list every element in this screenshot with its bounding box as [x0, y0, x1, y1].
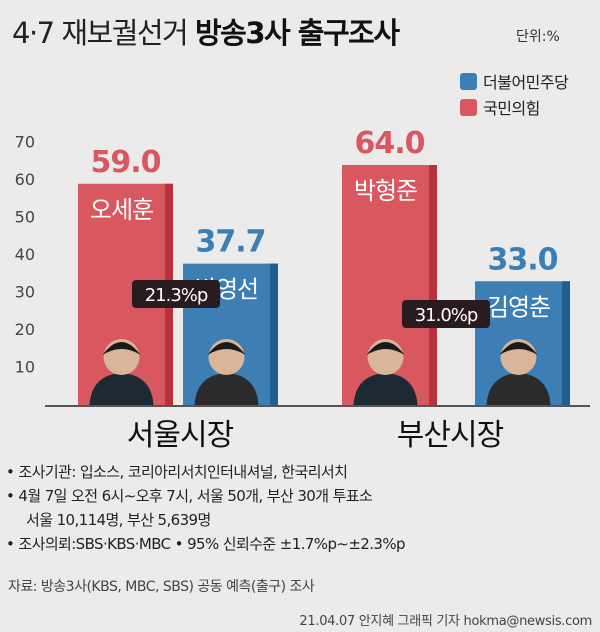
bar-value-label: 64.0	[354, 126, 424, 161]
bar-shade	[562, 281, 570, 405]
note-line-4: • 조사의뢰:SBS·KBS·MBC • 95% 신뢰수준 ±1.7%p∼±2.…	[6, 535, 406, 553]
region-label-seoul: 서울시장	[126, 418, 234, 453]
y-tick-label: 40	[15, 245, 35, 264]
y-tick-label: 70	[15, 133, 35, 152]
candidate-photo-hair	[366, 342, 405, 355]
candidate-photo-hair	[102, 342, 141, 355]
gap-badge	[132, 280, 220, 308]
legend: 더불어민주당 국민의힘	[460, 68, 569, 120]
gap-badge	[402, 300, 490, 328]
candidate-photo-body	[486, 373, 551, 405]
candidate-photo-hair	[207, 342, 246, 355]
legend-swatch-democratic	[460, 72, 477, 90]
legend-label-ppp: 국민의힘	[483, 99, 540, 118]
bar-shade	[429, 165, 437, 405]
candidate-name: 오세훈	[90, 196, 153, 224]
region-label-busan: 부산시장	[396, 418, 504, 453]
source-note: 자료: 방송3사(KBS, MBC, SBS) 공동 예측(출구) 조사	[8, 579, 315, 595]
bar-value-label: 33.0	[487, 242, 557, 277]
credit-line: 21.04.07 안지혜 그래픽 기자 hokma@newsis.com	[299, 614, 592, 629]
chart-area: 1020304050607059.0오세훈37.7박영선21.3%p64.0박형…	[15, 126, 590, 407]
legend-item-democratic: 더불어민주당	[460, 68, 569, 94]
x-axis-baseline	[45, 405, 590, 407]
y-tick-label: 30	[15, 283, 35, 302]
y-tick-label: 20	[15, 320, 35, 339]
bar-value-label: 59.0	[90, 145, 160, 180]
y-tick-label: 10	[15, 358, 35, 377]
notes: • 조사기관: 입소스, 코리아리서치인터내셔널, 한국리서치 • 4월 7일 …	[6, 460, 406, 556]
legend-swatch-ppp	[460, 98, 477, 116]
unit-label: 단위:%	[516, 29, 560, 45]
candidate-photo-body	[194, 373, 259, 405]
note-line-2: • 4월 7일 오전 6시∼오후 7시, 서울 50개, 부산 30개 투표소	[6, 487, 373, 505]
gap-badge-label: 31.0%p	[415, 305, 478, 326]
chart-title: 4·7 재보궐선거 방송3사 출구조사	[12, 10, 400, 52]
candidate-photo-body	[89, 373, 154, 405]
y-tick-label: 60	[15, 170, 35, 189]
candidate-name: 김영춘	[487, 293, 550, 321]
bar-shade	[270, 263, 278, 405]
bar-value-label: 37.7	[195, 225, 265, 260]
candidate-photo-body	[353, 373, 418, 405]
gap-badge-label: 21.3%p	[145, 285, 208, 306]
note-line-1: • 조사기관: 입소스, 코리아리서치인터내셔널, 한국리서치	[6, 463, 348, 481]
title-part2: 방송3사 출구조사	[194, 16, 400, 50]
candidate-photo-hair	[499, 342, 538, 355]
y-tick-label: 50	[15, 208, 35, 227]
title-part1: 4·7 재보궐선거	[12, 16, 189, 50]
legend-item-ppp: 국민의힘	[460, 94, 568, 120]
note-line-3: 서울 10,114명, 부산 5,639명	[26, 511, 211, 529]
candidate-name: 박형준	[354, 177, 417, 205]
legend-label-democratic: 더불어민주당	[483, 73, 569, 92]
